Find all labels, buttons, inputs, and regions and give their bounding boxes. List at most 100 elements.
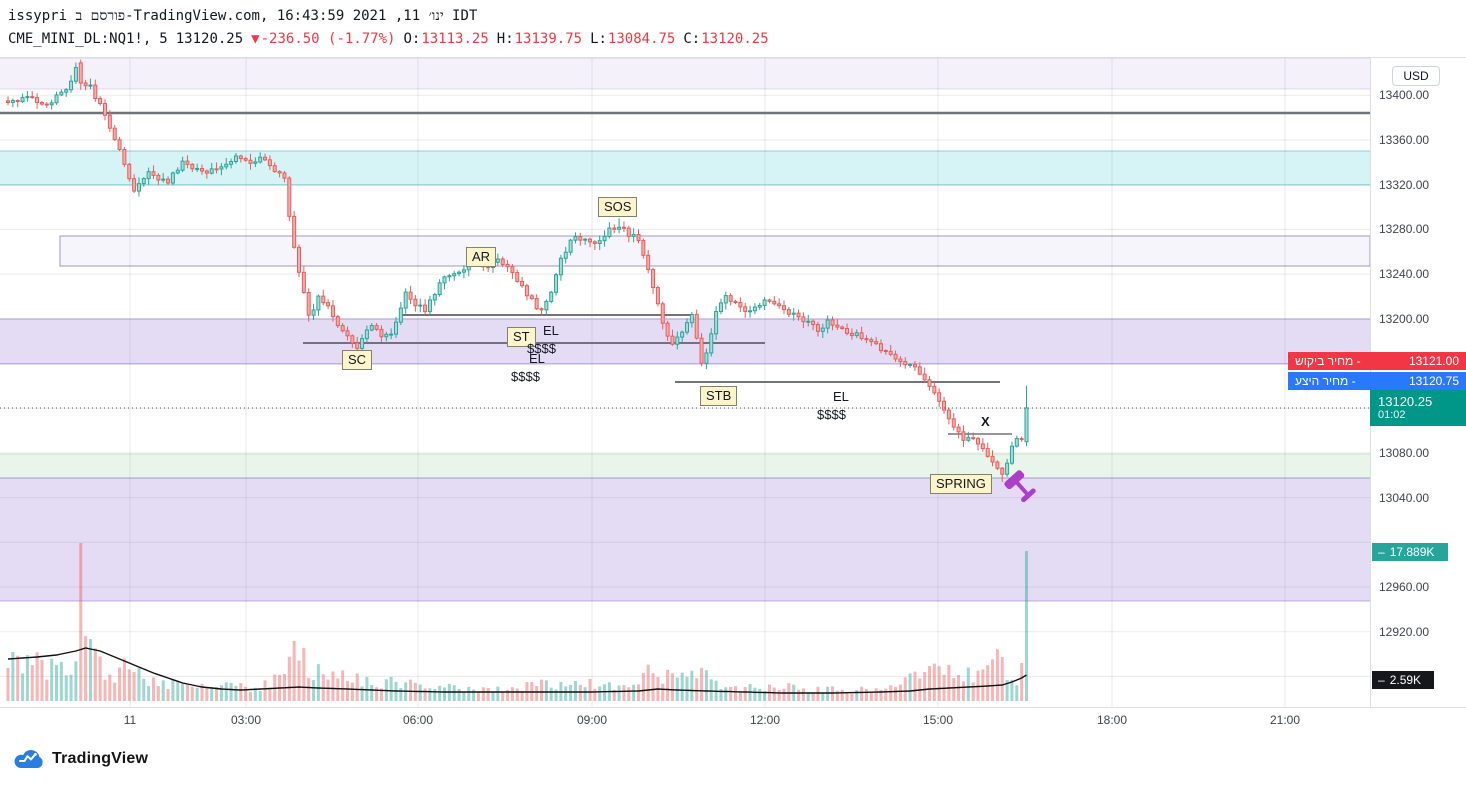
candle[interactable] — [830, 319, 835, 326]
candle[interactable] — [98, 98, 103, 105]
candle[interactable] — [762, 299, 767, 306]
wyckoff-label-sos[interactable]: SOS — [598, 197, 638, 217]
interval-label[interactable]: 5 — [159, 31, 168, 47]
annotation-text[interactable]: EL — [529, 351, 545, 366]
candle[interactable] — [141, 178, 146, 185]
candle[interactable] — [161, 178, 166, 181]
candle[interactable] — [132, 178, 137, 192]
candle[interactable] — [442, 276, 447, 284]
candle[interactable] — [355, 342, 360, 349]
candle[interactable] — [505, 263, 510, 268]
candle[interactable] — [621, 226, 626, 229]
candle[interactable] — [912, 363, 917, 368]
candle[interactable] — [39, 102, 44, 105]
candle[interactable] — [1009, 445, 1014, 464]
candle[interactable] — [694, 313, 699, 339]
candle[interactable] — [384, 333, 389, 338]
candle[interactable] — [267, 159, 272, 167]
candle[interactable] — [660, 303, 665, 324]
annotation-text[interactable]: X — [981, 414, 990, 429]
candle[interactable] — [651, 269, 656, 289]
candle[interactable] — [563, 251, 568, 259]
candle[interactable] — [854, 332, 859, 337]
candle[interactable] — [447, 275, 452, 278]
candle[interactable] — [772, 300, 777, 305]
candle[interactable] — [510, 266, 515, 274]
candle[interactable] — [330, 305, 335, 318]
zone-band[interactable] — [0, 58, 1370, 89]
candle[interactable] — [112, 127, 117, 141]
candle[interactable] — [214, 168, 219, 171]
candle[interactable] — [990, 455, 995, 463]
candle[interactable] — [389, 333, 394, 336]
candle[interactable] — [10, 100, 15, 104]
candle[interactable] — [374, 325, 379, 330]
candle[interactable] — [985, 448, 990, 457]
candle[interactable] — [1005, 462, 1010, 475]
candle[interactable] — [544, 300, 549, 311]
candle[interactable] — [229, 161, 234, 165]
candle[interactable] — [573, 236, 578, 241]
candle[interactable] — [427, 299, 432, 313]
candle[interactable] — [583, 238, 588, 241]
candle[interactable] — [864, 338, 869, 341]
candle[interactable] — [879, 343, 883, 352]
candle[interactable] — [641, 240, 646, 256]
candle[interactable] — [185, 160, 190, 165]
candle[interactable] — [272, 165, 277, 173]
candle[interactable] — [418, 304, 423, 307]
candle[interactable] — [64, 89, 69, 93]
candle[interactable] — [655, 287, 660, 305]
candle[interactable] — [529, 295, 534, 300]
candle[interactable] — [903, 361, 908, 366]
candle[interactable] — [107, 114, 112, 129]
candle[interactable] — [626, 227, 631, 237]
candle[interactable] — [786, 309, 791, 315]
candle[interactable] — [738, 301, 743, 308]
ar-range-box[interactable] — [59, 235, 1370, 267]
candle[interactable] — [971, 437, 976, 440]
zone-band[interactable] — [0, 478, 1370, 601]
candle[interactable] — [888, 350, 893, 355]
candle[interactable] — [956, 426, 961, 433]
candle[interactable] — [457, 271, 462, 275]
candle[interactable] — [636, 234, 641, 242]
candle[interactable] — [292, 215, 297, 248]
candle[interactable] — [175, 169, 180, 174]
candle[interactable] — [20, 96, 25, 103]
candle[interactable] — [495, 258, 500, 263]
candle[interactable] — [200, 168, 204, 172]
candle[interactable] — [297, 246, 301, 273]
gavel-icon[interactable] — [1000, 466, 1040, 506]
candle[interactable] — [849, 332, 854, 337]
candle[interactable] — [631, 234, 636, 237]
candle[interactable] — [675, 336, 680, 345]
candle[interactable] — [869, 339, 874, 343]
time-axis[interactable]: 11 03:00 06:00 09:00 12:00 15:00 18:00 21:00 — [0, 707, 1466, 731]
candle[interactable] — [883, 350, 888, 353]
candle[interactable] — [1014, 438, 1019, 447]
candle[interactable] — [612, 227, 617, 230]
candle[interactable] — [592, 241, 597, 244]
candle[interactable] — [195, 168, 200, 171]
candle[interactable] — [549, 291, 554, 302]
candle[interactable] — [646, 254, 651, 271]
annotation-text[interactable]: EL — [543, 323, 559, 338]
candle[interactable] — [840, 326, 845, 330]
candle[interactable] — [69, 80, 74, 91]
candle[interactable] — [670, 335, 675, 345]
candle[interactable] — [602, 235, 607, 242]
wyckoff-label-stb[interactable]: STB — [700, 386, 738, 406]
candle[interactable] — [437, 282, 442, 296]
candle[interactable] — [980, 443, 985, 450]
candle[interactable] — [874, 341, 879, 345]
candle[interactable] — [321, 295, 326, 304]
candle[interactable] — [15, 100, 20, 103]
candle[interactable] — [263, 156, 268, 161]
candle[interactable] — [44, 103, 49, 106]
candle[interactable] — [791, 312, 796, 315]
candle[interactable] — [500, 258, 505, 265]
candle[interactable] — [394, 321, 398, 335]
wyckoff-label-st[interactable]: ST — [507, 327, 536, 347]
candle[interactable] — [937, 392, 942, 402]
